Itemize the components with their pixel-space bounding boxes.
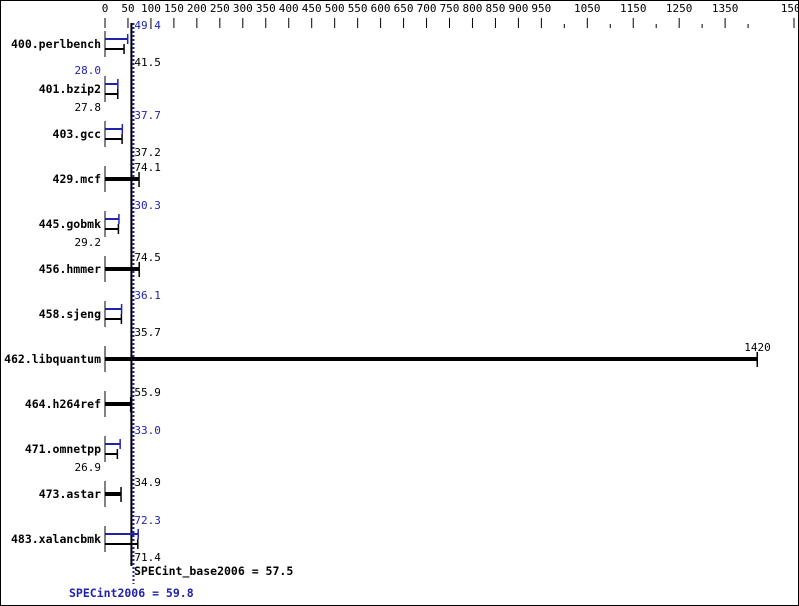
x-tick-label: 50 <box>121 2 134 15</box>
x-tick-label: 1050 <box>574 2 601 15</box>
x-tick-label: 0 <box>102 2 109 15</box>
x-tick-label: 900 <box>508 2 528 15</box>
benchmark-label: 429.mcf <box>53 172 102 186</box>
x-tick-label: 600 <box>371 2 391 15</box>
benchmark-label: 458.sjeng <box>39 307 101 321</box>
benchmark-label: 464.h264ref <box>25 397 101 411</box>
base-value-label: 55.9 <box>134 386 161 399</box>
base-value-label: 27.8 <box>75 101 102 114</box>
benchmark-label: 483.xalancbmk <box>11 532 101 546</box>
peak-value-label: 36.1 <box>134 289 161 302</box>
benchmark-label: 401.bzip2 <box>39 82 101 96</box>
peak-value-label: 28.0 <box>75 64 102 77</box>
benchmark-label: 403.gcc <box>53 127 101 141</box>
benchmark-label: 445.gobmk <box>39 217 101 231</box>
benchmark-label: 473.astar <box>39 487 101 501</box>
x-tick-label: 450 <box>302 2 322 15</box>
x-tick-label: 1350 <box>712 2 739 15</box>
x-tick-label: 750 <box>440 2 460 15</box>
base-value-label: 29.2 <box>75 236 102 249</box>
x-tick-label: 200 <box>187 2 207 15</box>
peak-value-label: 72.3 <box>134 514 161 527</box>
peak-value-label: 30.3 <box>134 199 161 212</box>
x-tick-label: 650 <box>394 2 414 15</box>
benchmark-label: 471.omnetpp <box>25 442 101 456</box>
base-value-label: 41.5 <box>134 56 161 69</box>
x-tick-label: 1250 <box>666 2 693 15</box>
base-value-label: 71.4 <box>134 551 161 564</box>
x-tick-label: 850 <box>485 2 505 15</box>
x-tick-label: 700 <box>417 2 437 15</box>
peak-value-label: 37.7 <box>134 109 161 122</box>
benchmark-label: 462.libquantum <box>4 352 101 366</box>
peak-value-label: 49.4 <box>134 19 161 32</box>
base-value-label: 34.9 <box>134 476 161 489</box>
x-tick-label: 250 <box>210 2 230 15</box>
x-tick-label: 950 <box>531 2 551 15</box>
base-value-label: 35.7 <box>134 326 161 339</box>
x-tick-label: 1500 <box>781 2 798 15</box>
x-tick-label: 1150 <box>620 2 647 15</box>
base-value-label: 1420 <box>744 341 771 354</box>
x-tick-label: 150 <box>164 2 184 15</box>
peak-value-label: 33.0 <box>134 424 161 437</box>
base-value-label: 37.2 <box>134 146 161 159</box>
x-tick-label: 300 <box>233 2 253 15</box>
base-value-label: 74.1 <box>134 161 161 174</box>
x-tick-label: 550 <box>348 2 368 15</box>
x-tick-label: 400 <box>279 2 299 15</box>
peak-mean-label: SPECint2006 = 59.8 <box>69 586 194 600</box>
x-tick-label: 100 <box>141 2 161 15</box>
base-value-label: 74.5 <box>134 251 161 264</box>
base-value-label: 26.9 <box>75 461 102 474</box>
x-tick-label: 800 <box>463 2 483 15</box>
base-mean-label: SPECint_base2006 = 57.5 <box>134 564 293 579</box>
benchmark-label: 400.perlbench <box>11 37 101 51</box>
x-tick-label: 500 <box>325 2 345 15</box>
benchmark-label: 456.hmmer <box>39 262 101 276</box>
x-tick-label: 350 <box>256 2 276 15</box>
